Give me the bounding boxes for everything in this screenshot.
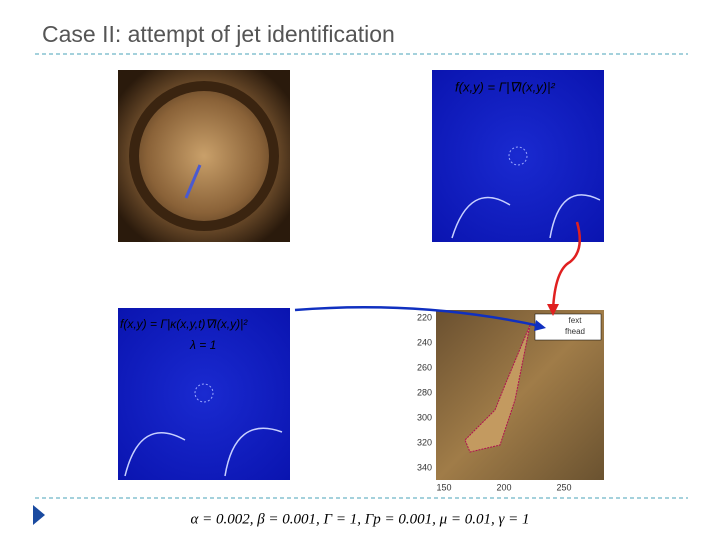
photo-detail xyxy=(129,81,279,231)
formula-note: λ = 1 xyxy=(189,338,216,352)
photo xyxy=(118,70,290,242)
y-tick-label: 240 xyxy=(417,337,432,347)
edge-detail xyxy=(124,427,283,477)
x-tick-label: 200 xyxy=(496,482,511,492)
legend-label: fext xyxy=(569,316,583,325)
y-tick-label: 320 xyxy=(417,437,432,447)
arrow xyxy=(294,306,541,328)
jet-contour xyxy=(464,324,531,453)
y-tick-label: 220 xyxy=(417,312,432,322)
arrow-head xyxy=(547,304,559,316)
y-tick-label: 300 xyxy=(417,412,432,422)
x-axis: 150 200 250 xyxy=(436,482,571,492)
parameters: α = 0.002, β = 0.001, Γ = 1, Γp = 0.001,… xyxy=(190,511,529,527)
formula: f(x,y) = Γ|κ(x,y,t)∇I(x,y)|² xyxy=(120,317,248,331)
y-tick-label: 340 xyxy=(417,462,432,472)
jet xyxy=(184,164,202,199)
y-axis: 220 240 260 280 300 320 340 xyxy=(417,312,432,472)
legend-box xyxy=(534,313,602,341)
edge-detail xyxy=(194,383,214,403)
legend-label: fhead xyxy=(565,327,585,336)
edge-map xyxy=(432,70,604,242)
bullet xyxy=(33,505,45,525)
slide-title: Case II: attempt of jet identification xyxy=(42,21,395,47)
x-tick-label: 250 xyxy=(556,482,571,492)
edge-map xyxy=(118,308,290,480)
edge-detail xyxy=(508,146,528,166)
y-tick-label: 260 xyxy=(417,362,432,372)
arrow-head xyxy=(534,320,546,331)
legend: fext fhead xyxy=(565,316,585,336)
edge-detail xyxy=(451,194,601,239)
y-tick-label: 280 xyxy=(417,387,432,397)
formula: f(x,y) = Γ|∇I(x,y)|² xyxy=(455,79,555,94)
arrow xyxy=(551,221,582,311)
x-tick-label: 150 xyxy=(436,482,451,492)
